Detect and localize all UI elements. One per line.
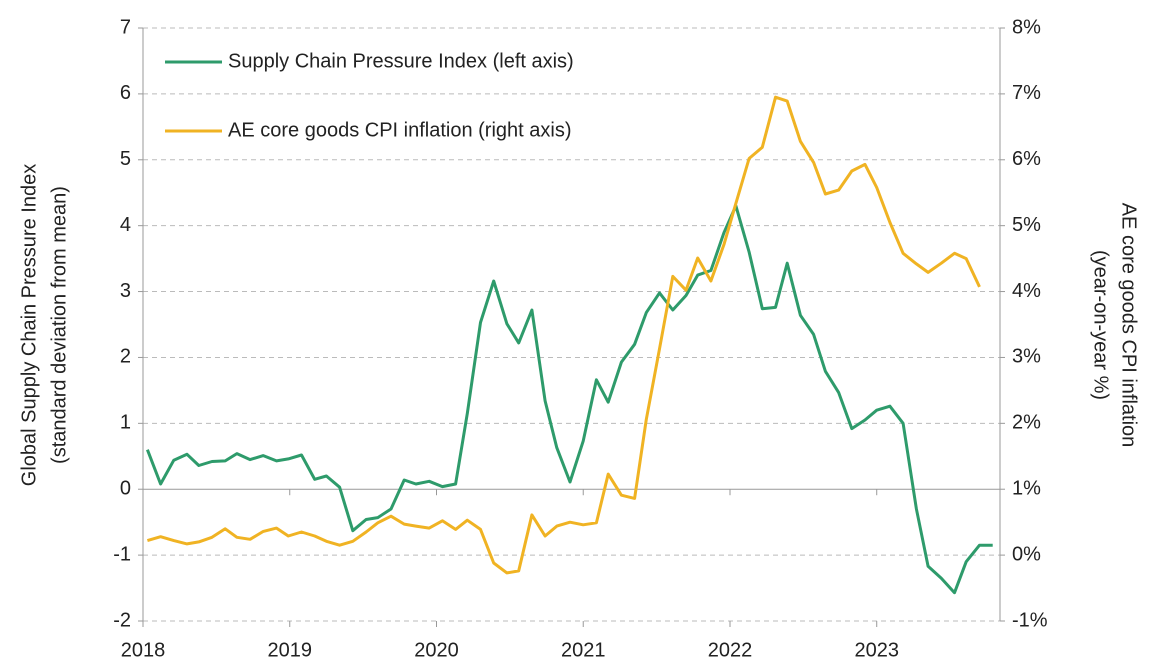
- series-line: [146, 95, 981, 575]
- y-axis-title: (standard deviation from mean): [48, 186, 70, 464]
- x-tick-label: 2019: [267, 639, 312, 661]
- x-tick-label: 2018: [121, 639, 166, 661]
- y2-tick-label: -1%: [1012, 609, 1048, 631]
- y-tick-label: 3: [120, 280, 131, 302]
- y-tick-label: 1: [120, 412, 131, 434]
- y2-tick-label: 0%: [1012, 543, 1041, 565]
- y-tick-label: 2: [120, 346, 131, 368]
- y-tick-label: -1: [113, 543, 131, 565]
- y-tick-label: -2: [113, 609, 131, 631]
- y2-tick-label: 4%: [1012, 280, 1041, 302]
- legend-label: AE core goods CPI inflation (right axis): [228, 119, 572, 141]
- x-tick-label: 2021: [561, 639, 606, 661]
- y-tick-label: 4: [120, 214, 131, 236]
- x-tick-label: 2022: [708, 639, 753, 661]
- y2-tick-label: 7%: [1012, 82, 1041, 104]
- y-axis-title: Global Supply Chain Pressure Index: [18, 164, 40, 486]
- y2-tick-label: 1%: [1012, 478, 1041, 500]
- y-tick-label: 0: [120, 478, 131, 500]
- y2-tick-label: 6%: [1012, 148, 1041, 170]
- y2-tick-label: 5%: [1012, 214, 1041, 236]
- y2-axis-title: (year-on-year %): [1090, 250, 1112, 400]
- legend-label: Supply Chain Pressure Index (left axis): [228, 50, 574, 72]
- x-tick-label: 2020: [414, 639, 459, 661]
- y2-tick-label: 8%: [1012, 16, 1041, 38]
- y-tick-label: 6: [120, 82, 131, 104]
- x-tick-label: 2023: [854, 639, 899, 661]
- y2-tick-label: 3%: [1012, 346, 1041, 368]
- y-tick-label: 7: [120, 16, 131, 38]
- y2-tick-label: 2%: [1012, 412, 1041, 434]
- series-line: [146, 204, 993, 595]
- y-tick-label: 5: [120, 148, 131, 170]
- y2-axis-title: AE core goods CPI inflation: [1118, 203, 1140, 448]
